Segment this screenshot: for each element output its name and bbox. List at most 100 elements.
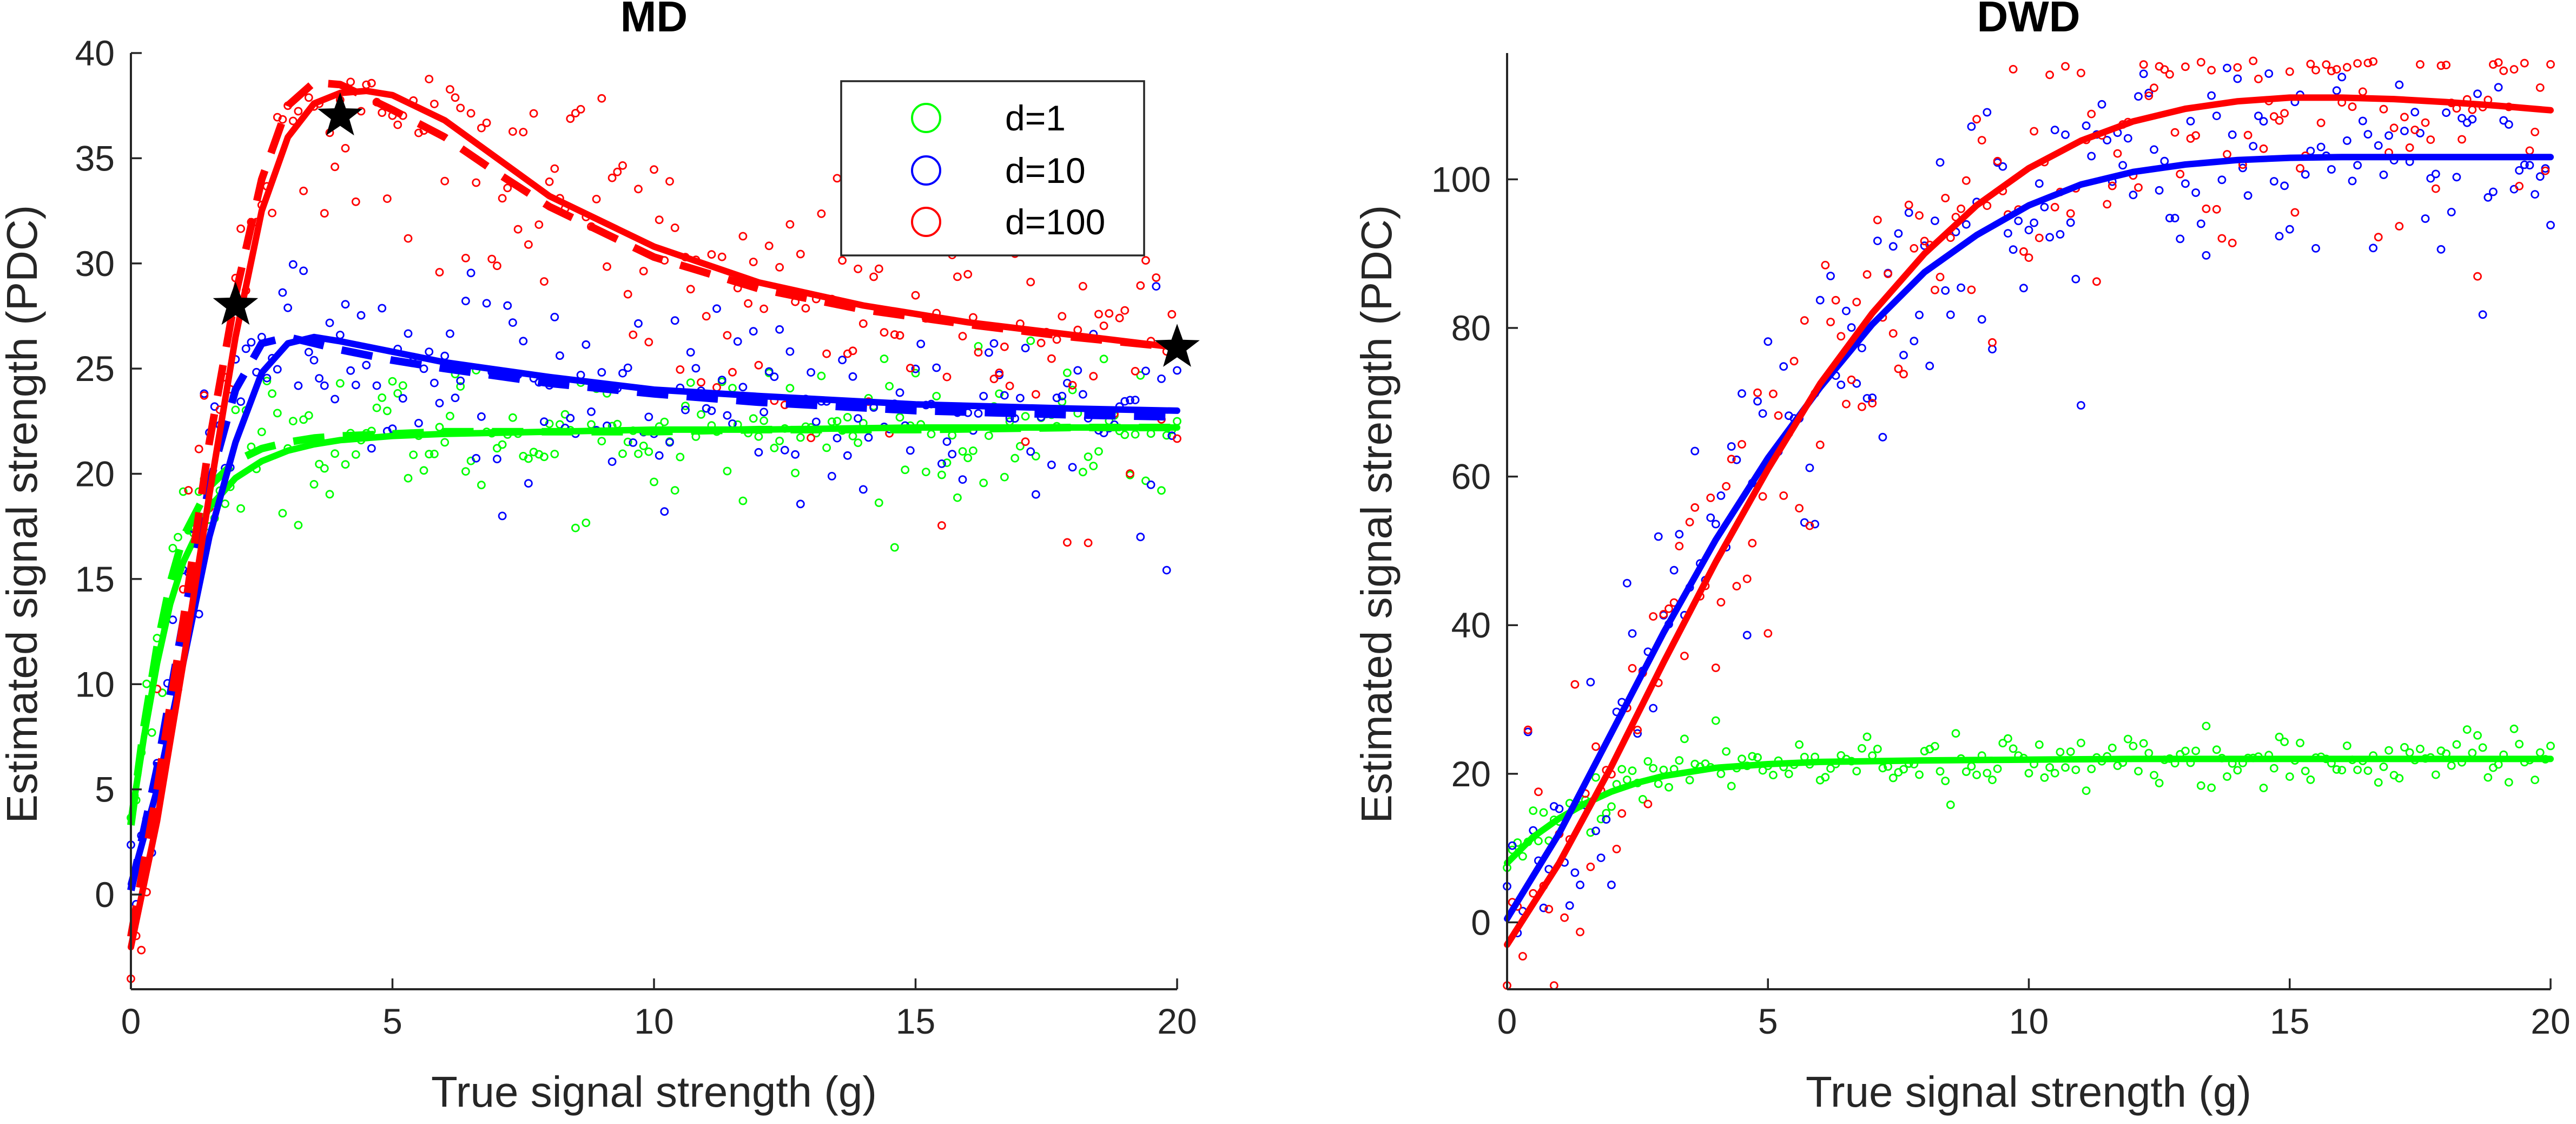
scatter-point-d1 [1967,762,1976,771]
scatter-point-d1 [294,521,303,530]
scatter-point-d100 [1052,335,1061,344]
scatter-point-d100 [351,197,360,206]
scatter-point-d10 [665,438,674,447]
scatter-point-d100 [2030,127,2039,136]
scatter-point-d100 [1105,309,1114,318]
scatter-point-d1 [288,417,298,425]
scatter-point-d10 [1675,530,1684,539]
scatter-point-d100 [2515,181,2524,190]
scatter-point-d1 [1131,430,1140,439]
scatter-point-d10 [1763,337,1773,346]
scatter-point-d100 [655,215,664,225]
scatter-point-d10 [2061,130,2070,139]
scatter-point-d1 [1888,773,1898,783]
scatter-point-d10 [404,329,413,338]
scatter-point-d1 [1983,768,1992,778]
scatter-point-d10 [493,455,501,464]
scatter-point-d100 [2322,60,2331,69]
scatter-point-d1 [2155,779,2164,787]
scatter-point-d1 [582,518,591,527]
scatter-point-d100 [367,78,376,88]
scatter-point-d100 [440,176,450,186]
scatter-point-d1 [2415,745,2425,753]
scatter-point-d10 [1847,323,1856,332]
scatter-point-d100 [1941,194,1950,202]
scatter-point-d10 [2196,219,2205,228]
scatter-point-d1 [1120,430,1130,439]
scatter-point-d1 [2531,775,2540,784]
scatter-point-d1 [2473,731,2482,740]
scatter-point-d100 [425,75,434,84]
scatter-point-d1 [937,470,946,479]
scatter-point-d100 [1706,494,1715,502]
scatter-point-d100 [1152,273,1161,282]
scatter-point-d100 [2389,123,2399,133]
scatter-point-d100 [2410,126,2420,134]
scatter-point-d1 [1920,747,1929,755]
scatter-point-d100 [670,223,679,232]
scatter-point-d1 [268,389,277,398]
scatter-point-d10 [1016,393,1025,403]
scatter-point-d100 [2311,65,2320,75]
scatter-point-d100 [576,104,585,114]
scatter-point-d10 [247,338,256,347]
scatter-point-d100 [1972,115,1981,124]
scatter-point-d100 [665,177,674,186]
scatter-point-d100 [2134,183,2143,192]
scatter-point-d10 [299,266,308,275]
scatter-point-d100 [1789,357,1799,366]
y-tick-label: 5 [95,770,115,810]
scatter-point-d10 [2452,173,2461,182]
scatter-point-d10 [566,413,575,423]
scatter-point-d10 [1173,366,1181,375]
scatter-point-d1 [2468,748,2477,758]
scatter-point-d100 [393,120,402,129]
scatter-point-d10 [854,414,862,423]
scatter-point-d1 [236,504,246,513]
scatter-point-d100 [1977,136,1986,145]
scatter-point-d10 [1669,566,1679,575]
scatter-point-d10 [791,450,800,459]
scatter-point-d1 [738,496,748,505]
scatter-point-d1 [1946,800,1955,810]
scatter-point-d1 [670,486,679,495]
scatter-point-d10 [262,373,272,383]
scatter-point-d1 [754,432,763,441]
scatter-point-d100 [822,349,831,358]
scatter-point-d100 [1821,260,1830,270]
scatter-point-d100 [1047,354,1056,363]
scatter-point-d10 [1628,629,1637,638]
scatter-point-d100 [2363,58,2373,68]
scatter-point-d100 [613,167,622,176]
scatter-point-d10 [1120,397,1130,406]
scatter-point-d10 [1826,272,1835,280]
scatter-point-d10 [1946,310,1955,319]
scatter-point-d10 [446,329,454,338]
scatter-point-d1 [257,428,266,436]
scatter-point-d100 [1665,604,1673,613]
scatter-point-d10 [827,472,836,481]
scatter-point-d100 [2035,233,2044,242]
scatter-point-d1 [676,452,685,462]
scatter-point-d1 [325,490,334,499]
scatter-point-d1 [650,477,658,487]
scatter-point-d10 [958,475,967,484]
scatter-point-d100 [1711,663,1720,672]
x-tick-label: 15 [896,1001,935,1041]
scatter-point-d100 [1120,306,1130,315]
scatter-point-d10 [1716,491,1726,500]
scatter-point-d1 [2405,748,2414,757]
scatter-point-d100 [487,254,497,264]
scatter-point-d1 [221,499,230,508]
scatter-point-d100 [2202,204,2211,213]
scatter-point-d10 [1904,208,1913,217]
scatter-point-d100 [1084,538,1093,548]
scatter-point-d100 [1141,256,1150,265]
scatter-point-d1 [2003,734,2012,743]
scatter-point-d1 [382,406,392,416]
y-tick-label: 40 [75,33,115,73]
scatter-point-d100 [2327,67,2336,76]
scatter-point-d10 [1602,815,1611,824]
scatter-point-d1 [1680,734,1689,744]
scatter-point-d1 [587,420,596,429]
